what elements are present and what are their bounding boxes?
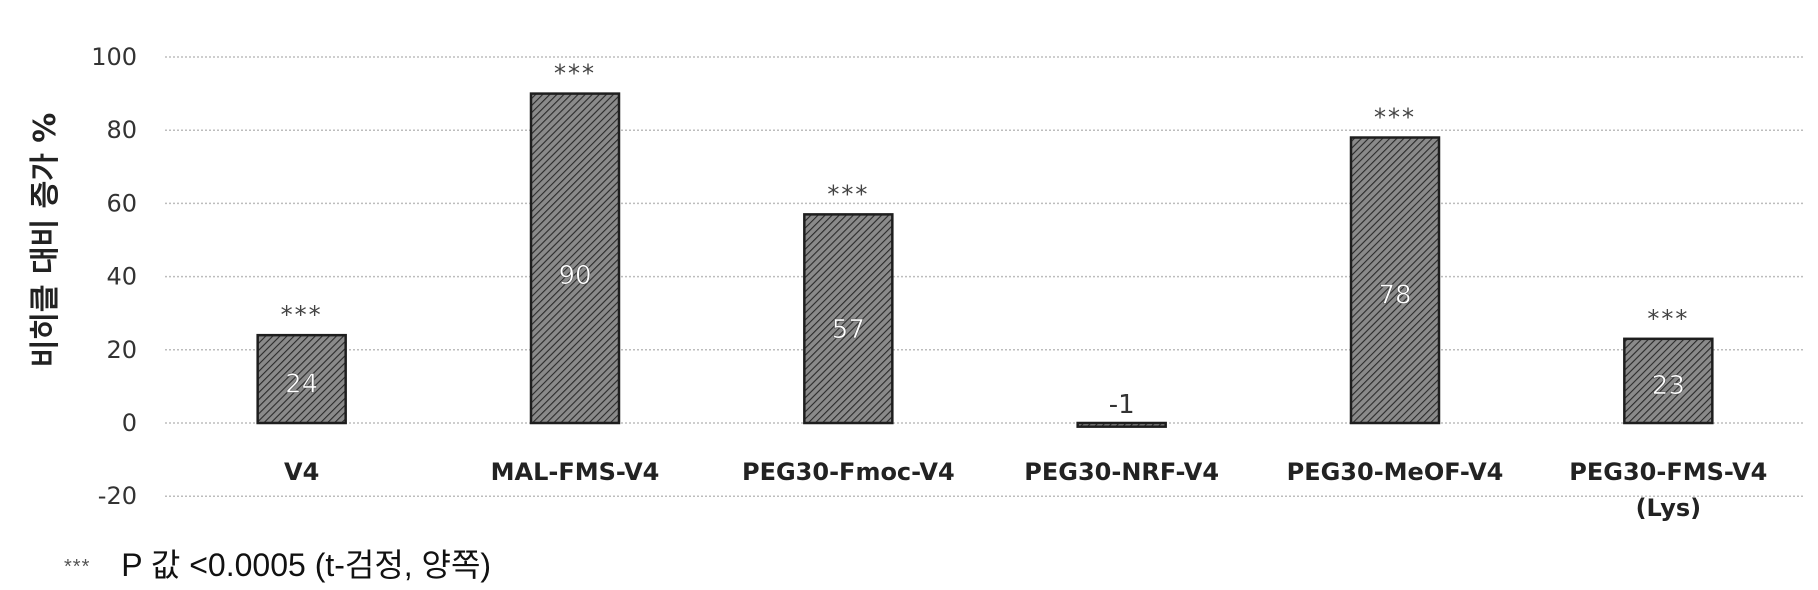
- y-tick-label: 0: [122, 409, 137, 437]
- gridlines: [165, 56, 1805, 497]
- significance-marker: ***: [554, 60, 596, 88]
- y-tick-label: -20: [98, 482, 137, 510]
- x-tick-label: PEG30-NRF-V4: [1024, 458, 1219, 486]
- data-label: 23: [1652, 371, 1685, 401]
- data-label: 90: [558, 261, 591, 291]
- footnote: *** P 값 <0.0005 (t-검정, 양쪽): [64, 540, 491, 586]
- data-labels: 24 *** 90 *** 57 *** -1 78 *** 23 ***: [281, 60, 1689, 420]
- bar: [1076, 421, 1167, 428]
- footnote-marker: ***: [64, 556, 91, 579]
- bar: [1349, 136, 1441, 425]
- x-tick-label: PEG30-MeOF-V4: [1287, 458, 1504, 486]
- bar: [803, 213, 894, 425]
- significance-marker: ***: [281, 301, 323, 329]
- y-tick-label: 60: [106, 189, 137, 217]
- data-label: -1: [1109, 390, 1135, 420]
- significance-marker: ***: [1647, 305, 1689, 333]
- footnote-text: P 값 <0.0005 (t-검정, 양쪽): [121, 547, 492, 583]
- bars: [256, 92, 1714, 428]
- x-axis-labels: V4 MAL-FMS-V4 PEG30-Fmoc-V4 PEG30-NRF-V4 PEG…: [284, 458, 1767, 522]
- bar: [1623, 337, 1714, 425]
- y-tick-label: 100: [91, 43, 137, 71]
- x-tick-label: MAL-FMS-V4: [491, 458, 660, 486]
- data-label: 24: [285, 369, 318, 399]
- y-tick-label: 40: [106, 263, 137, 291]
- data-label: 57: [832, 315, 865, 345]
- x-tick-label: V4: [284, 458, 319, 486]
- y-tick-label: 80: [106, 116, 137, 144]
- x-tick-label: PEG30-FMS-V4 (Lys): [1569, 458, 1767, 522]
- bar: [529, 92, 621, 425]
- y-tick-label: 20: [106, 336, 137, 364]
- x-tick-label: PEG30-Fmoc-V4: [742, 458, 955, 486]
- significance-marker: ***: [1374, 104, 1416, 132]
- data-label: 78: [1378, 281, 1411, 311]
- y-axis-ticks: 100 80 60 40 20 0 -20: [91, 43, 137, 510]
- y-axis-title: 비히클 대비 증가 %: [28, 113, 63, 368]
- bar: [256, 333, 347, 425]
- significance-marker: ***: [827, 180, 869, 208]
